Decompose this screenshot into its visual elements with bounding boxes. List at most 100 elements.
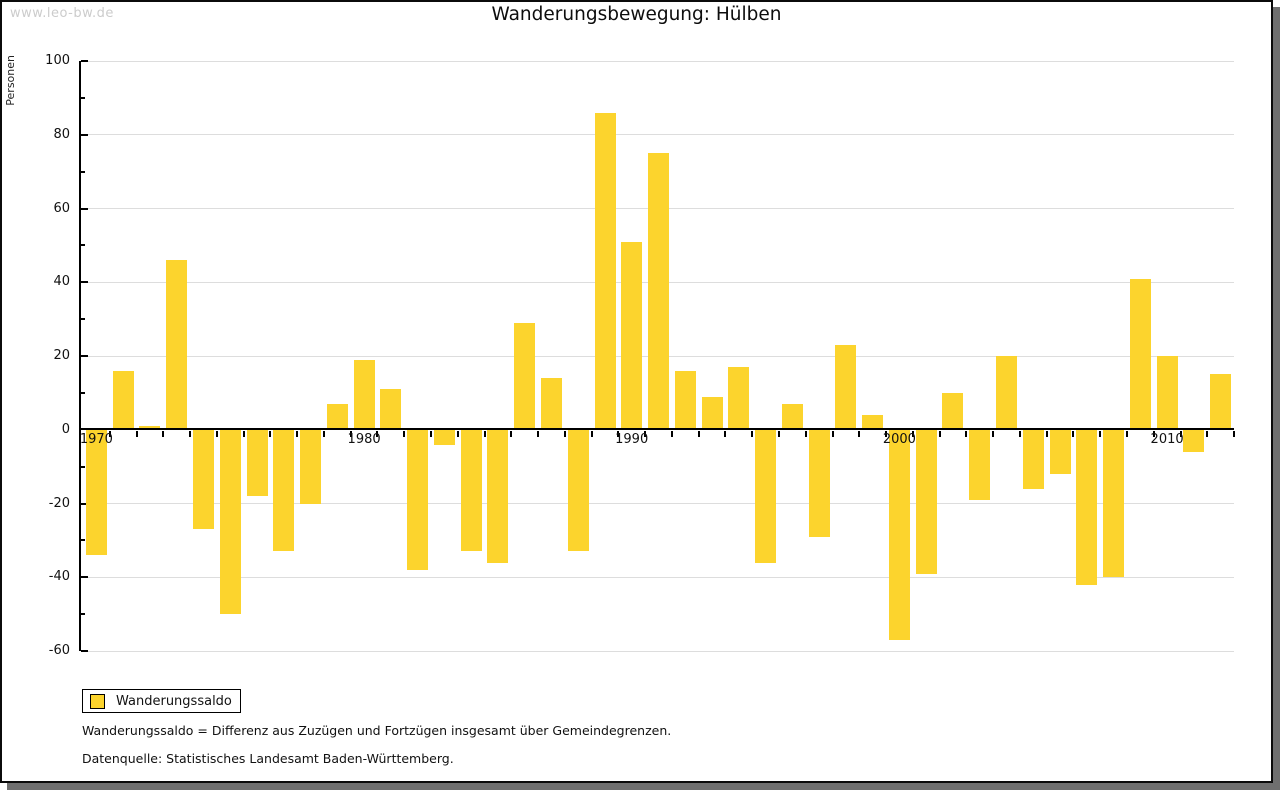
bar-1996 bbox=[781, 403, 803, 430]
bar-1989 bbox=[594, 112, 616, 430]
x-tick bbox=[858, 430, 861, 437]
y-tick bbox=[81, 576, 88, 579]
y-tick-label: -20 bbox=[48, 495, 70, 511]
x-tick bbox=[242, 430, 245, 437]
x-tick bbox=[162, 430, 165, 437]
y-tick bbox=[81, 539, 85, 542]
y-tick bbox=[81, 650, 88, 652]
bar-1994 bbox=[728, 367, 750, 430]
bar-2005 bbox=[1022, 429, 1044, 489]
bar-2010 bbox=[1156, 356, 1178, 430]
legend-label: Wanderungssaldo bbox=[116, 693, 232, 709]
bar-1976 bbox=[246, 429, 268, 497]
bar-1971 bbox=[112, 370, 134, 430]
x-tick-label: 1970 bbox=[79, 432, 113, 448]
bar-2000 bbox=[888, 429, 910, 640]
x-tick bbox=[430, 430, 432, 437]
y-tick-label: 100 bbox=[45, 53, 70, 68]
y-tick bbox=[81, 391, 85, 394]
chart-title: Wanderungsbewegung: Hülben bbox=[491, 4, 782, 25]
x-tick bbox=[215, 430, 218, 437]
y-tick bbox=[81, 170, 85, 173]
plot-area: 1970 1980 1990 2000 2010 bbox=[79, 60, 1235, 652]
bar-1972 bbox=[139, 426, 161, 430]
y-gridline bbox=[81, 134, 1234, 136]
bar-1985 bbox=[487, 429, 509, 563]
bar-1990 bbox=[621, 241, 643, 430]
bar-1975 bbox=[219, 429, 241, 615]
x-tick bbox=[456, 430, 459, 437]
x-tick bbox=[778, 430, 780, 437]
y-tick bbox=[81, 96, 85, 99]
y-tick-label: -60 bbox=[48, 643, 70, 658]
bar-1992 bbox=[674, 370, 696, 430]
y-tick bbox=[81, 502, 88, 505]
bar-2003 bbox=[969, 429, 991, 500]
bar-1997 bbox=[808, 429, 830, 537]
legend-swatch-icon bbox=[90, 693, 105, 709]
y-axis-title: Personen bbox=[4, 55, 17, 106]
x-tick bbox=[1018, 430, 1021, 437]
x-tick bbox=[322, 430, 325, 437]
x-tick bbox=[670, 430, 673, 437]
y-tick bbox=[81, 281, 88, 284]
x-tick bbox=[537, 430, 539, 437]
bar-2009 bbox=[1129, 278, 1151, 430]
footnote-source: Datenquelle: Statistisches Landesamt Bad… bbox=[82, 751, 454, 766]
x-axis-line bbox=[81, 428, 1234, 431]
x-tick bbox=[349, 430, 352, 437]
bar-1988 bbox=[567, 429, 589, 552]
bar-1981 bbox=[380, 389, 402, 430]
y-tick bbox=[81, 465, 85, 468]
x-tick bbox=[911, 430, 914, 437]
y-gridline bbox=[81, 650, 1234, 652]
bar-1978 bbox=[300, 429, 321, 504]
bar-1973 bbox=[166, 260, 188, 430]
x-tick bbox=[403, 430, 406, 437]
bar-1993 bbox=[701, 396, 723, 430]
x-tick bbox=[617, 430, 620, 437]
bar-1998 bbox=[835, 344, 857, 430]
bar-1979 bbox=[326, 403, 348, 430]
x-tick bbox=[510, 430, 513, 437]
y-gridline bbox=[81, 60, 1234, 62]
x-tick bbox=[135, 430, 138, 437]
x-tick bbox=[563, 430, 566, 437]
x-tick bbox=[590, 430, 593, 437]
x-tick-label: 2000 bbox=[882, 432, 916, 448]
x-tick bbox=[804, 430, 807, 437]
x-tick bbox=[1152, 430, 1155, 437]
x-tick bbox=[938, 430, 941, 437]
y-tick bbox=[81, 207, 88, 210]
x-tick bbox=[885, 430, 887, 437]
watermark: www.leo-bw.de bbox=[10, 6, 114, 21]
y-tick bbox=[81, 60, 88, 62]
y-gridline bbox=[81, 503, 1234, 504]
x-tick bbox=[697, 430, 700, 437]
x-tick bbox=[965, 430, 968, 437]
x-tick bbox=[1179, 430, 1182, 437]
x-tick bbox=[644, 430, 647, 437]
bar-1983 bbox=[433, 429, 455, 445]
x-tick bbox=[724, 430, 727, 437]
y-tick bbox=[81, 244, 85, 247]
x-tick bbox=[1072, 430, 1075, 437]
y-tick bbox=[81, 355, 88, 357]
x-tick-label: 2010 bbox=[1150, 432, 1184, 448]
bar-2007 bbox=[1076, 429, 1098, 585]
legend: Wanderungssaldo bbox=[82, 689, 241, 713]
bar-1970 bbox=[85, 429, 107, 556]
x-tick bbox=[483, 430, 486, 437]
x-tick bbox=[992, 430, 995, 437]
bar-2002 bbox=[942, 392, 964, 430]
bar-1999 bbox=[862, 415, 884, 430]
x-tick bbox=[1125, 430, 1128, 437]
x-tick bbox=[1233, 430, 1235, 437]
x-tick bbox=[108, 430, 111, 437]
bar-1995 bbox=[755, 429, 777, 563]
bar-2004 bbox=[996, 356, 1017, 430]
bar-1987 bbox=[540, 378, 562, 430]
bar-2001 bbox=[915, 429, 937, 574]
bar-1982 bbox=[407, 429, 429, 570]
